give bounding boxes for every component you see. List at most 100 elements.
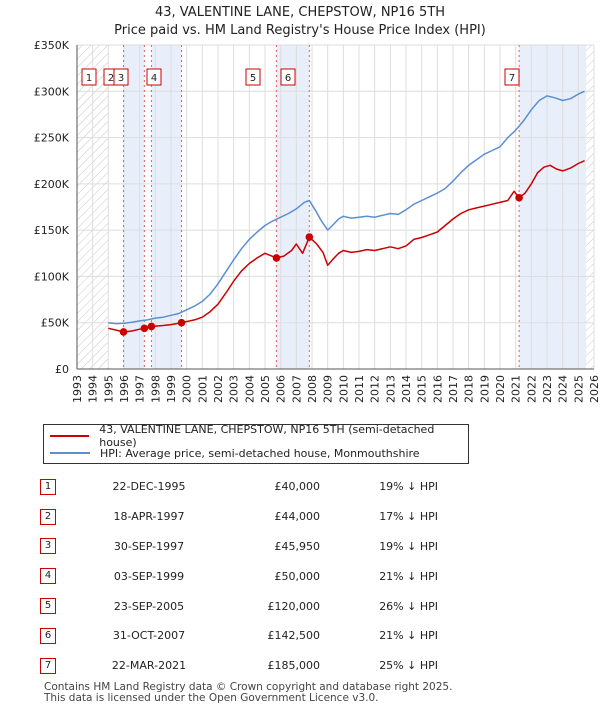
sale-row: 3 30-SEP-1997 £45,950 19% ↓ HPI [40, 532, 438, 562]
x-tick-label: 2022 [525, 375, 538, 403]
x-tick-label: 2006 [275, 375, 288, 403]
sale-marker-box: 2 [40, 508, 56, 525]
sale-marker-box [81, 68, 97, 86]
sale-marker-box: 7 [40, 657, 56, 674]
x-tick-label: 2008 [306, 375, 319, 403]
sale-marker: 1 [81, 68, 97, 86]
x-tick-label: 2001 [196, 375, 209, 403]
sale-marker-label: 4 [151, 73, 157, 84]
x-tick-label: 2009 [322, 375, 335, 403]
series-line-hpi [108, 90, 585, 325]
sale-hpi-diff: 21% ↓ HPI [379, 569, 438, 583]
y-tick-label: £250K [34, 132, 70, 145]
x-tick-label: 2024 [557, 375, 570, 403]
sale-marker-label: 6 [285, 73, 291, 84]
chart-legend: 43, VALENTINE LANE, CHEPSTOW, NP16 5TH (… [43, 423, 469, 464]
x-tick-label: 2016 [431, 375, 444, 403]
sale-marker-box: 6 [40, 627, 56, 644]
sale-point [305, 233, 314, 241]
sale-point [515, 193, 523, 202]
sale-marker-label: 3 [118, 73, 124, 84]
x-tick-label: 1998 [149, 375, 162, 403]
x-tick-label: 2015 [416, 375, 429, 403]
sale-hpi-diff: 17% ↓ HPI [379, 510, 438, 524]
x-tick-label: 2011 [353, 375, 366, 403]
ownership-shade [276, 45, 310, 369]
y-tick-label: £350K [34, 39, 70, 52]
sale-point [140, 324, 149, 333]
y-tick-label: £50K [41, 317, 70, 330]
sale-number-cell: 6 [40, 621, 88, 651]
sale-hpi-diff: 19% ↓ HPI [379, 539, 438, 553]
sale-marker-label: 7 [509, 73, 515, 84]
y-tick-label: £200K [34, 178, 70, 191]
sale-number-cell: 2 [40, 502, 88, 532]
sale-row: 5 23-SEP-2005 £120,000 26% ↓ HPI [40, 591, 438, 621]
sale-price: £142,500 [267, 629, 321, 643]
sale-price: £185,000 [267, 659, 321, 673]
sale-marker-box [280, 68, 296, 86]
y-tick-label: £300K [34, 85, 70, 98]
footer-attribution: Contains HM Land Registry data © Crown c… [44, 682, 452, 704]
sale-row: 1 22-DEC-1995 £40,000 19% ↓ HPI [40, 472, 438, 502]
x-tick-label: 2014 [400, 375, 413, 403]
sale-marker-label: 2 [108, 73, 114, 84]
x-tick-label: 1999 [165, 375, 178, 403]
sale-price: £50,000 [274, 569, 321, 583]
x-tick-label: 2003 [228, 375, 241, 403]
sale-hpi-diff: 21% ↓ HPI [379, 629, 438, 643]
y-tick-label: £0 [55, 363, 69, 376]
chart-title-subtitle: Price paid vs. HM Land Registry's House … [114, 23, 486, 38]
hatched-region [586, 45, 594, 369]
sale-point [147, 322, 156, 331]
sale-number-cell: 7 [40, 651, 88, 681]
x-tick-label: 1995 [102, 375, 115, 403]
x-tick-label: 2021 [510, 375, 523, 403]
y-tick-label: £150K [34, 224, 70, 237]
sale-row: 6 31-OCT-2007 £142,500 21% ↓ HPI [40, 621, 438, 651]
sale-date: 18-APR-1997 [113, 510, 185, 524]
sale-date: 03-SEP-1999 [113, 569, 185, 583]
sale-price: £120,000 [267, 599, 321, 613]
x-tick-label: 2017 [447, 375, 460, 403]
x-tick-label: 2025 [572, 375, 585, 403]
sale-number-cell: 1 [40, 472, 88, 502]
sale-marker-box [113, 68, 129, 86]
sale-hpi-diff: 25% ↓ HPI [379, 659, 438, 673]
x-tick-label: 2002 [212, 375, 225, 403]
legend-label-property: 43, VALENTINE LANE, CHEPSTOW, NP16 5TH (… [99, 423, 435, 449]
sale-row: 2 18-APR-1997 £44,000 17% ↓ HPI [40, 502, 438, 532]
sale-marker-box [504, 68, 520, 86]
sale-hpi-diff: 19% ↓ HPI [379, 480, 438, 494]
ownership-shade [151, 45, 182, 369]
x-tick-label: 2004 [243, 375, 256, 403]
x-tick-label: 2013 [384, 375, 397, 403]
sale-date: 30-SEP-1997 [113, 539, 185, 553]
series-line-property [108, 160, 585, 333]
sale-point [119, 328, 128, 336]
x-tick-label: 1997 [134, 375, 147, 403]
sale-point [272, 254, 281, 262]
sale-marker-box: 5 [40, 598, 56, 615]
sale-price: £45,950 [274, 539, 321, 553]
sale-marker-box [245, 68, 261, 86]
sale-marker-box: 1 [40, 478, 56, 495]
sale-marker-label: 5 [250, 73, 256, 84]
sale-marker-box: 3 [40, 538, 56, 555]
sale-row: 7 22-MAR-2021 £185,000 25% ↓ HPI [40, 651, 438, 681]
x-tick-label: 2020 [494, 375, 507, 403]
legend-swatch-property [50, 435, 90, 437]
sale-date: 22-DEC-1995 [112, 480, 186, 494]
x-tick-label: 1993 [71, 375, 84, 403]
sale-date: 31-OCT-2007 [112, 629, 186, 643]
sale-marker: 5 [245, 68, 261, 86]
sale-row: 4 03-SEP-1999 £50,000 21% ↓ HPI [40, 561, 438, 591]
x-tick-label: 2012 [369, 375, 382, 403]
sale-price: £44,000 [274, 510, 321, 524]
sale-marker: 4 [146, 68, 162, 86]
x-tick-label: 2010 [337, 375, 350, 403]
sale-marker-box [146, 68, 162, 86]
x-tick-label: 2000 [181, 375, 194, 403]
sales-table: 1 22-DEC-1995 £40,000 19% ↓ HPI 2 18-APR-1997… [40, 472, 438, 681]
